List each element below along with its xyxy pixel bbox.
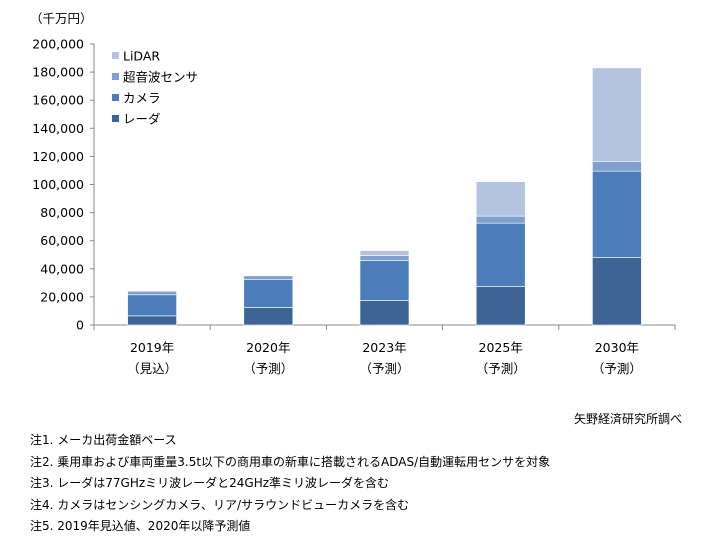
legend-swatch xyxy=(112,73,119,80)
note-1: 注1. メーカ出荷金額ベース xyxy=(30,433,177,447)
bar-segment xyxy=(359,255,410,261)
notes-list: 注1. メーカ出荷金額ベース 注2. 乗用車および車両重量3.5t以下の商用車の… xyxy=(30,430,550,538)
bar-segment xyxy=(359,260,410,301)
x-tick-sublabel: （見込） xyxy=(127,361,177,376)
legend-swatch xyxy=(112,52,119,59)
note-3: 注3. レーダは77GHzミリ波レーダと24GHz準ミリ波レーダを含む xyxy=(30,476,390,490)
y-tick-label: 200,000 xyxy=(32,37,84,52)
x-tick-label: 2023年 xyxy=(362,340,406,355)
x-tick-sublabel: （予測） xyxy=(243,361,293,376)
y-tick-label: 40,000 xyxy=(40,261,84,276)
legend-label: 超音波センサ xyxy=(123,70,198,85)
y-tick-label: 60,000 xyxy=(40,233,84,248)
bar-segment xyxy=(592,170,642,258)
x-tick-label: 2030年 xyxy=(595,340,639,355)
bar-segment xyxy=(127,294,177,317)
bar-segment xyxy=(475,222,526,287)
bar-segment xyxy=(243,307,294,326)
legend-label: LiDAR xyxy=(123,49,160,64)
legend-swatch xyxy=(112,115,119,122)
bar-segment xyxy=(592,161,642,172)
y-tick-label: 120,000 xyxy=(32,149,84,164)
bar-segment xyxy=(243,275,294,280)
note-5: 注5. 2019年見込値、2020年以降予測値 xyxy=(30,519,251,533)
y-tick-label: 140,000 xyxy=(32,121,84,136)
x-tick-label: 2019年 xyxy=(130,340,174,355)
bar-segment xyxy=(475,286,526,326)
x-tick-sublabel: （予測） xyxy=(359,361,409,376)
note-2: 注2. 乗用車および車両重量3.5t以下の商用車の新車に搭載されるADAS/自動… xyxy=(30,454,551,469)
bar-segment xyxy=(359,300,410,326)
bar-segment xyxy=(243,279,294,308)
bar-segment xyxy=(359,250,410,256)
x-tick-sublabel: （予測） xyxy=(592,361,642,376)
y-tick-label: 100,000 xyxy=(32,177,84,192)
x-tick-label: 2025年 xyxy=(479,340,523,355)
bar-segment xyxy=(127,315,177,326)
y-tick-label: 80,000 xyxy=(40,205,84,220)
legend-label: カメラ xyxy=(123,91,161,106)
x-tick-sublabel: （予測） xyxy=(476,361,526,376)
x-tick-label: 2020年 xyxy=(246,340,290,355)
legend-swatch xyxy=(112,94,119,101)
bar-segment xyxy=(592,257,642,326)
stacked-bar-chart: 0 20,000 40,000 60,000 80,000 100,000 120,000 1… xyxy=(32,37,676,376)
bar-segment xyxy=(127,290,177,296)
y-tick-label: 0 xyxy=(76,318,84,333)
y-tick-label: 160,000 xyxy=(32,93,84,108)
y-tick-label: 180,000 xyxy=(32,65,84,80)
source-credit: 矢野経済研究所調べ xyxy=(573,412,682,426)
bar-segment xyxy=(475,181,526,217)
bar-segment xyxy=(475,215,526,224)
legend-label: レーダ xyxy=(123,112,161,127)
unit-label: （千万円） xyxy=(30,11,93,26)
bar-segment xyxy=(592,67,642,162)
note-4: 注4. カメラはセンシングカメラ、リア/サラウンドビューカメラを含む xyxy=(30,497,410,512)
y-tick-label: 20,000 xyxy=(40,289,84,304)
